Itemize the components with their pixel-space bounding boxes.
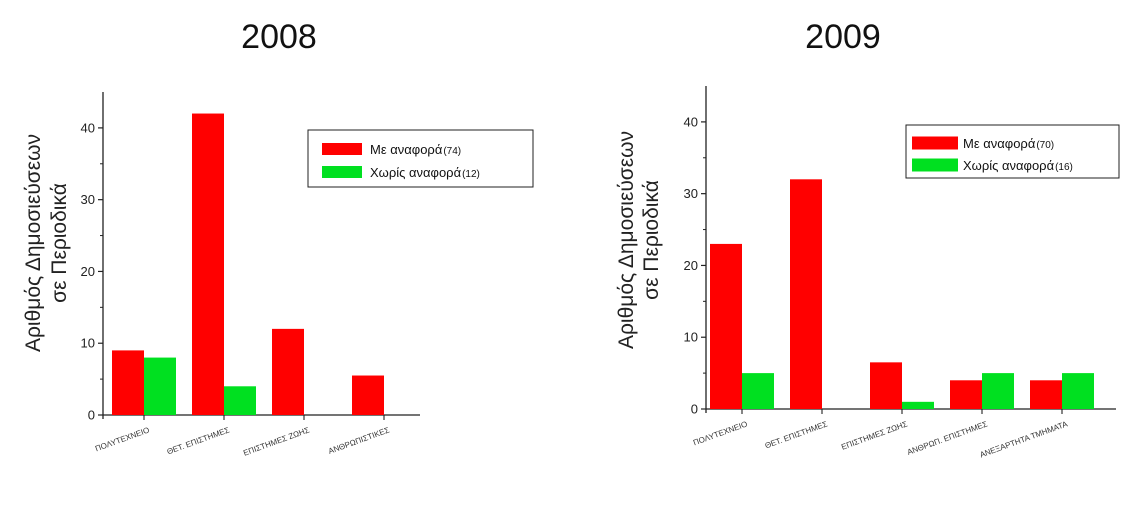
y-tick-label: 30 xyxy=(684,186,698,201)
category-label: ΘΕΤ. ΕΠΙΣΤΗΜΕΣ xyxy=(166,425,231,456)
y-tick-label: 40 xyxy=(81,120,95,135)
legend-series-count: (12) xyxy=(462,169,480,180)
category-label: ΘΕΤ. ΕΠΙΣΤΗΜΕΣ xyxy=(764,419,829,450)
legend-swatch xyxy=(322,143,362,155)
legend-swatch xyxy=(912,136,958,150)
legend-series-count: (70) xyxy=(1036,140,1054,151)
y-tick-label: 40 xyxy=(684,114,698,129)
legend-series-name: Χωρίς αναφορά xyxy=(963,158,1055,173)
bar-with-reference xyxy=(710,243,742,409)
legend-series-count: (74) xyxy=(443,146,461,157)
y-tick-label: 30 xyxy=(81,192,95,207)
bar-with-reference xyxy=(192,113,224,416)
legend-series-count: (16) xyxy=(1055,162,1073,173)
bar-with-reference xyxy=(870,362,902,409)
legend-entry: Χωρίς αναφορά(12) xyxy=(370,165,480,180)
bar-without-reference xyxy=(902,401,934,409)
bar-with-reference xyxy=(352,375,384,415)
bar-with-reference xyxy=(112,350,144,415)
bar-with-reference xyxy=(272,328,304,415)
category-label: ΕΠΙΣΤΗΜΕΣ ΖΩΗΣ xyxy=(840,419,909,451)
y-axis-label: σε Περιοδικά xyxy=(640,180,663,300)
category-label: ΠΟΛΥΤΕΧΝΕΙΟ xyxy=(94,425,151,453)
legend-entry: Χωρίς αναφορά(16) xyxy=(963,158,1073,173)
category-label: ΑΝΘΡΩΠ. ΕΠΙΣΤΗΜΕΣ xyxy=(906,419,989,456)
category-label: ΠΟΛΥΤΕΧΝΕΙΟ xyxy=(692,419,749,447)
legend: Με αναφορά(74) Χωρίς αναφορά(12) xyxy=(307,129,534,188)
chart-title: 2008 xyxy=(241,18,317,56)
bar-without-reference xyxy=(1062,373,1094,409)
category-label: ΑΝΘΡΩΠΙΣΤΙΚΕΣ xyxy=(327,425,391,455)
y-tick-label: 10 xyxy=(81,336,95,351)
y-tick-label: 0 xyxy=(691,402,698,417)
bar-without-reference xyxy=(982,373,1014,409)
legend-series-name: Με αναφορά xyxy=(370,142,443,157)
chart-1: 2009 Αριθμός Δημοσιεύσεων σε Περιοδικά 0 10 2… xyxy=(615,18,1120,460)
bar-with-reference xyxy=(1030,380,1062,409)
bar-without-reference xyxy=(742,373,774,409)
bar-without-reference xyxy=(224,386,256,415)
category-label: ΑΝΕΞΑΡΤΗΤΑ ΤΜΗΜΑΤΑ xyxy=(979,419,1070,459)
legend-swatch xyxy=(912,158,958,172)
y-tick-label: 0 xyxy=(88,408,95,423)
y-axis-label: σε Περιοδικά xyxy=(48,183,71,303)
bar-without-reference xyxy=(144,357,176,415)
y-axis-label: Αριθμός Δημοσιεύσεων xyxy=(22,134,45,352)
legend-series-name: Με αναφορά xyxy=(963,136,1036,151)
legend-entry: Με αναφορά(70) xyxy=(963,136,1054,151)
chart-0: 2008 Αριθμός Δημοσιεύσεων σε Περιοδικά 0 10 2… xyxy=(22,18,534,458)
legend-series-name: Χωρίς αναφορά xyxy=(370,165,462,180)
y-tick-label: 20 xyxy=(81,264,95,279)
legend-swatch xyxy=(322,166,362,178)
legend: Με αναφορά(70) Χωρίς αναφορά(16) xyxy=(905,124,1120,179)
chart-title: 2009 xyxy=(805,18,881,56)
category-label: ΕΠΙΣΤΗΜΕΣ ΖΩΗΣ xyxy=(242,425,311,457)
legend-entry: Με αναφορά(74) xyxy=(370,142,461,157)
y-axis-label: Αριθμός Δημοσιεύσεων xyxy=(615,131,638,349)
bar-with-reference xyxy=(950,380,982,409)
y-tick-label: 10 xyxy=(684,330,698,345)
bar-with-reference xyxy=(790,179,822,409)
y-tick-label: 20 xyxy=(684,258,698,273)
